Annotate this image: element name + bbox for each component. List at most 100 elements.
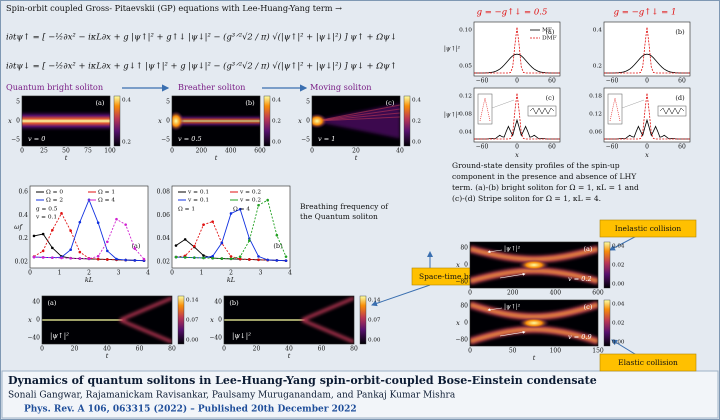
legend-label: Ω = 2 — [46, 198, 63, 204]
y-tick-label: 40 — [32, 299, 40, 306]
pointer — [487, 249, 503, 254]
component-label: |ψ↓|² — [232, 332, 251, 340]
curve-marker — [248, 258, 251, 261]
soliton-track — [470, 303, 598, 343]
paper-journal: Phys. Rev. A 106, 063315 (2022) – Publis… — [24, 404, 357, 415]
curve-marker — [238, 207, 242, 211]
curve-marker — [202, 256, 205, 260]
curve-marker — [106, 258, 109, 261]
curve-marker — [174, 255, 178, 259]
curve-marker — [238, 255, 242, 258]
x-tick-label: 60 — [548, 144, 556, 151]
curve-marker — [96, 254, 100, 258]
caption: (c)-(d) Stripe soliton for Ω = 1, κL = 4… — [452, 194, 601, 203]
y-tick-label: −5 — [301, 137, 310, 144]
inset-link — [491, 99, 515, 109]
colorbar-tick-label: 0.04 — [612, 302, 625, 308]
caption: Ground-state density profiles of the spi… — [452, 161, 620, 170]
curve-marker — [238, 257, 242, 261]
colorbar-tick-label: 0.02 — [612, 263, 625, 269]
axis-label: t — [65, 154, 68, 162]
soliton-track — [301, 296, 354, 344]
curve-marker — [124, 258, 127, 262]
component-label: |ψ↑|² — [50, 332, 69, 340]
x-tick-label: 150 — [592, 348, 604, 355]
curve-marker — [115, 257, 118, 261]
x-tick-label: 80 — [168, 346, 176, 353]
ripple — [315, 104, 400, 122]
colorbar-tick-label: 0.4 — [272, 98, 281, 104]
legend-label: v = 0.1 — [187, 198, 209, 204]
y-tick-label: 0.4 — [593, 28, 603, 34]
curve-marker — [211, 220, 214, 223]
x-tick-label: 25 — [40, 148, 48, 155]
colorbar-tick-label: 0.00 — [612, 282, 625, 288]
x-tick-label: 0 — [222, 346, 226, 353]
colorbar-tick-label: 0.14 — [186, 298, 199, 304]
heatmap-frame — [469, 241, 599, 289]
callout-box — [599, 219, 697, 238]
y-tick-label: 0 — [218, 317, 222, 324]
colorbar-tick-label: 0.2 — [412, 119, 421, 125]
axis-label: x — [28, 316, 32, 324]
curve-marker — [69, 256, 72, 260]
component-label: |ψ↑|² — [504, 246, 521, 253]
soliton-band — [22, 110, 110, 132]
legend-label: v = 0.2 — [239, 190, 261, 196]
plot-area — [473, 21, 561, 77]
y-tick-label: −80 — [455, 279, 468, 286]
curve-marker — [229, 257, 233, 261]
y-tick-label: 80 — [460, 245, 468, 252]
curve-marker — [51, 228, 54, 232]
curve-marker — [275, 233, 279, 237]
footer-box — [1, 370, 719, 419]
curve-marker — [202, 223, 205, 226]
colorbar-tick-label: 0.00 — [612, 340, 625, 346]
x-tick-label: 2 — [87, 270, 91, 277]
curve-marker — [106, 240, 109, 244]
y-tick-label: 5 — [16, 99, 20, 106]
x-tick-label: −60 — [476, 144, 489, 151]
curve-marker — [211, 254, 214, 258]
x-tick-label: −60 — [606, 78, 619, 85]
curve-marker — [41, 249, 45, 253]
legend-label: v = 0.2 — [239, 198, 261, 204]
y-tick-label: 0.12 — [589, 112, 602, 118]
colorbar — [177, 295, 185, 345]
soliton-spot — [518, 317, 550, 329]
panel-label: (a) — [96, 99, 105, 107]
x-tick-label: −60 — [476, 78, 489, 85]
x-tick-label: 4 — [288, 270, 292, 277]
soliton-spot — [312, 113, 327, 129]
colorbar-tick-label: 0.02 — [612, 321, 625, 327]
curve-marker — [202, 254, 205, 257]
y-tick-label: 0 — [36, 317, 40, 324]
axis-label: |ψ↑|² — [444, 112, 461, 119]
y-tick-label: −5 — [11, 137, 20, 144]
y-tick-label: −40 — [209, 335, 222, 342]
x-tick-label: 600 — [592, 290, 604, 297]
x-tick-label: 0 — [170, 148, 174, 155]
soliton-spot — [518, 259, 550, 271]
soliton-track — [119, 296, 172, 344]
axis-label: x — [645, 151, 649, 159]
panel-label: (c) — [546, 94, 555, 102]
inset — [657, 105, 687, 117]
colorbar-tick-label: 0.07 — [186, 318, 199, 324]
curve-marker — [229, 212, 233, 215]
x-tick-label: 0 — [515, 144, 519, 151]
dmf-curve — [474, 93, 560, 140]
axis-label: x — [8, 117, 12, 125]
panel-title: Breather soliton — [178, 82, 246, 92]
x-tick-label: 60 — [678, 78, 686, 85]
x-tick-label: 50 — [509, 348, 517, 355]
heatmap-frame — [469, 299, 599, 347]
x-tick-label: 100 — [104, 148, 116, 155]
curve-marker — [257, 204, 260, 207]
axis-label: x — [456, 261, 460, 269]
x-tick-label: 0 — [468, 290, 472, 297]
colorbar-tick-label: 0.04 — [612, 244, 625, 250]
colorbar — [403, 95, 411, 147]
note: g = 0.5 — [36, 207, 58, 213]
curve-marker — [266, 258, 269, 262]
